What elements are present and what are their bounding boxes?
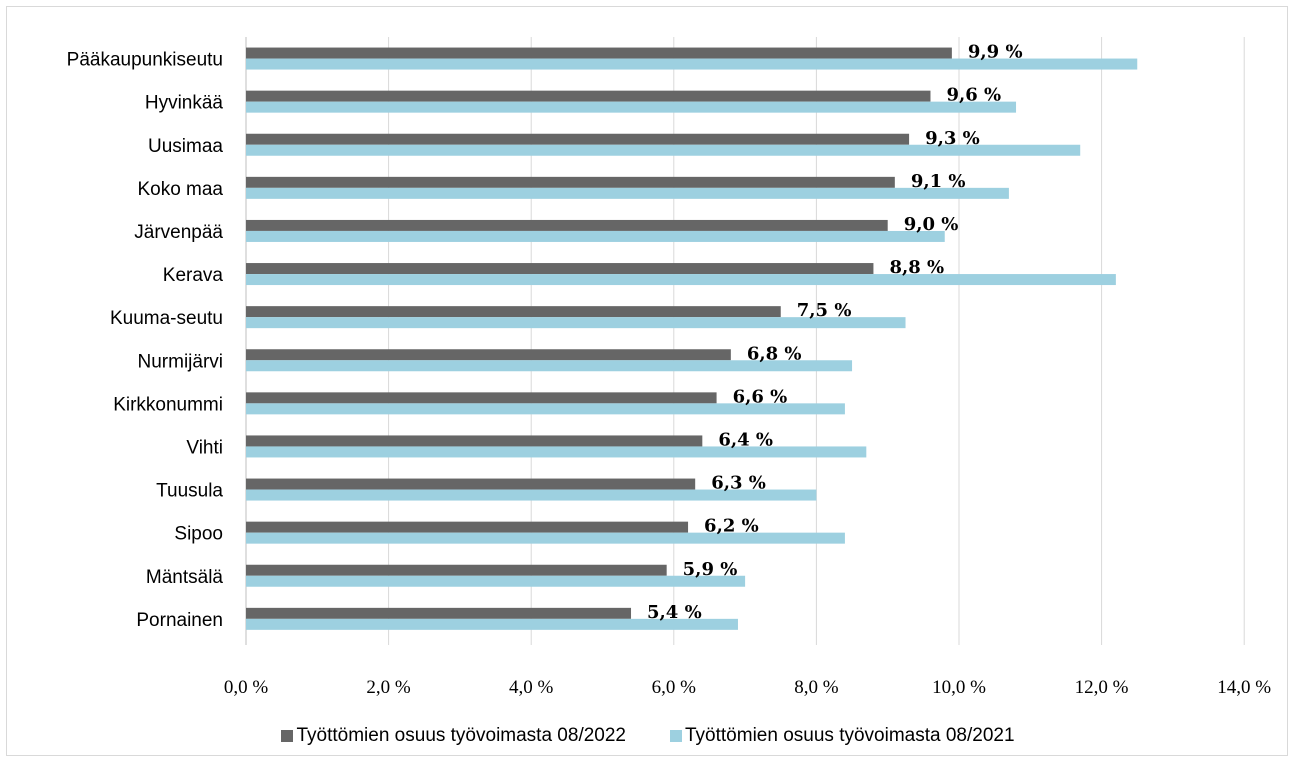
bar-2022 [246, 47, 952, 59]
data-label: 7,5 % [797, 300, 852, 321]
legend-swatch-2022 [281, 730, 294, 742]
category-label: Kirkkonummi [113, 394, 223, 415]
bar-chart: 9,9 % 9,6 % 9,3 % 9,1 % 9,0 % 8,8 % 7,5 % 6,8 %… [67, 37, 1271, 698]
x-tick-label: 8,0 % [794, 677, 839, 698]
bar-2021 [246, 446, 867, 458]
bar-2021 [246, 230, 945, 242]
bar-2021 [246, 187, 1009, 199]
bar-2022 [246, 263, 874, 275]
data-label: 9,6 % [946, 85, 1001, 106]
bar-2022 [246, 219, 888, 231]
bar-2021 [246, 489, 817, 501]
category-label: Koko maa [137, 179, 223, 200]
x-tick-label: 0,0 % [224, 677, 269, 698]
data-label: 9,3 % [925, 128, 980, 149]
category-label: Nurmijärvi [138, 351, 224, 372]
legend-label-2021: Työttömien osuus työvoimasta 08/2021 [685, 725, 1015, 746]
bar-2021 [246, 317, 906, 329]
data-label: 9,1 % [911, 171, 966, 192]
bar-2021 [246, 532, 845, 544]
legend: Työttömien osuus työvoimasta 08/2022 Työ… [0, 722, 1296, 750]
bar-2022 [246, 392, 717, 404]
bar-2021 [246, 274, 1116, 286]
gridlines [245, 37, 1245, 645]
bar-2021 [246, 403, 845, 415]
x-tick-label: 2,0 % [366, 677, 411, 698]
category-label: Hyvinkää [145, 93, 224, 114]
category-label: Kuuma-seutu [110, 308, 223, 329]
category-label: Sipoo [174, 524, 223, 545]
data-label: 8,8 % [889, 257, 944, 278]
data-label: 6,3 % [711, 473, 766, 494]
category-label: Vihti [186, 437, 223, 458]
bar-2022 [246, 133, 910, 145]
legend-item-2021: Työttömien osuus työvoimasta 08/2021 [670, 725, 1015, 747]
data-label: 5,9 % [683, 559, 738, 580]
data-label: 6,4 % [718, 429, 773, 450]
category-label: Tuusula [156, 481, 223, 502]
data-label: 6,6 % [733, 386, 788, 407]
legend-label-2022: Työttömien osuus työvoimasta 08/2022 [296, 725, 626, 746]
bar-2021 [246, 360, 853, 372]
bar-2021 [246, 575, 746, 587]
x-tick-label: 12,0 % [1075, 677, 1129, 698]
x-tick-label: 10,0 % [932, 677, 986, 698]
bar-2022 [246, 176, 895, 188]
category-label: Kerava [163, 265, 224, 286]
bar-2021 [246, 101, 1017, 113]
bar-2022 [246, 306, 781, 318]
bar-2021 [246, 144, 1081, 156]
bar-2022 [246, 349, 731, 361]
x-tick-labels: 0,0 % 2,0 % 4,0 % 6,0 % 8,0 % 10,0 % 12,0 % 14,… [224, 677, 1271, 698]
legend-swatch-2021 [670, 730, 682, 742]
bar-2021 [246, 58, 1138, 70]
bars [246, 47, 1138, 630]
data-label: 6,2 % [704, 516, 759, 537]
bar-2022 [246, 478, 696, 490]
category-label: Järvenpää [134, 222, 223, 243]
bar-2022 [246, 607, 632, 619]
data-label: 9,0 % [904, 214, 959, 235]
bar-2022 [246, 521, 689, 533]
bar-2021 [246, 618, 738, 630]
category-label: Uusimaa [148, 136, 223, 157]
data-label: 5,4 % [647, 602, 702, 623]
legend-item-2022: Työttömien osuus työvoimasta 08/2022 [281, 725, 626, 747]
data-label: 9,9 % [968, 42, 1023, 63]
x-tick-label: 6,0 % [652, 677, 697, 698]
category-label: Pääkaupunkiseutu [67, 50, 223, 71]
category-label: Pornainen [136, 610, 223, 631]
bar-2022 [246, 564, 667, 576]
data-labels: 9,9 % 9,6 % 9,3 % 9,1 % 9,0 % 8,8 % 7,5 % 6,8 %… [647, 42, 1023, 623]
x-tick-label: 14,0 % [1217, 677, 1271, 698]
bar-2022 [246, 90, 931, 102]
category-labels: Pääkaupunkiseutu Hyvinkää Uusimaa Koko maa J… [67, 50, 224, 631]
category-label: Mäntsälä [146, 567, 224, 588]
x-tick-label: 4,0 % [509, 677, 554, 698]
bar-2022 [246, 435, 703, 447]
chart-frame [6, 6, 1288, 756]
data-label: 6,8 % [747, 343, 802, 364]
